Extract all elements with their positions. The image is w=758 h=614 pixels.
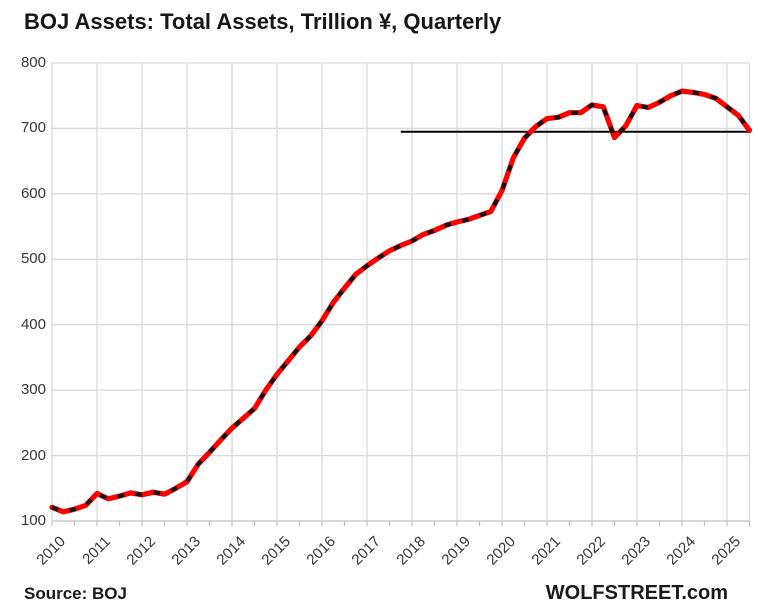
y-axis-label-400: 400	[20, 315, 46, 333]
y-axis-label-500: 500	[20, 250, 46, 268]
source-label: Source: BOJ	[24, 584, 127, 603]
x-axis-label-2023: 2023	[618, 533, 655, 569]
y-axis-label-300: 300	[20, 381, 46, 399]
x-axis-label-2019: 2019	[438, 533, 475, 569]
y-axis-label-600: 600	[20, 184, 46, 202]
x-axis-label-2013: 2013	[168, 533, 205, 569]
brand-label: WOLFSTREET.com	[545, 582, 728, 604]
y-axis-label-200: 200	[20, 446, 46, 464]
chart-title: BOJ Assets: Total Assets, Trillion ¥, Qu…	[24, 9, 502, 34]
x-axis-label-2016: 2016	[303, 533, 340, 569]
x-axis-label-2014: 2014	[213, 533, 250, 569]
x-axis-label-2025: 2025	[708, 533, 745, 569]
x-axis-label-2010: 2010	[33, 533, 70, 569]
plot-area	[49, 62, 753, 526]
y-axis-label-100: 100	[20, 512, 46, 529]
x-axis-label-2018: 2018	[393, 533, 430, 569]
dash-overlay	[51, 89, 752, 514]
x-axis-label-2011: 2011	[79, 533, 115, 568]
x-axis-label-2021: 2021	[528, 533, 565, 569]
x-axis-label-2022: 2022	[573, 533, 610, 569]
x-axis-label-2015: 2015	[258, 533, 295, 569]
y-axis-label-700: 700	[20, 119, 46, 137]
y-axis-label-800: 800	[20, 54, 46, 71]
x-axis-label-2017: 2017	[348, 533, 385, 569]
x-axis-label-2012: 2012	[123, 533, 160, 569]
data-line	[49, 88, 753, 515]
x-axis-label-2020: 2020	[483, 533, 520, 569]
x-axis-label-2024: 2024	[663, 533, 700, 569]
